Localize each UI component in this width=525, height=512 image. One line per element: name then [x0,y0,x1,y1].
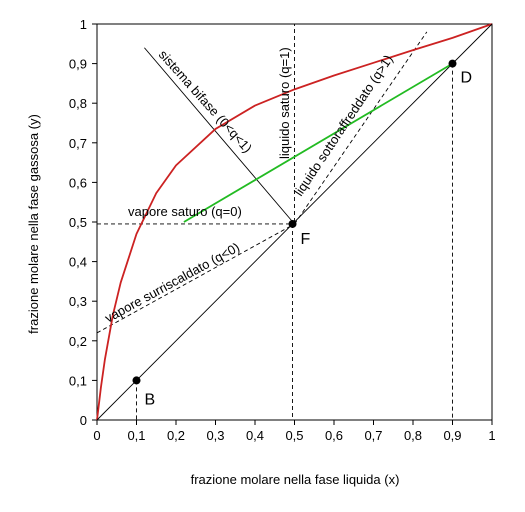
x-axis-title: frazione molare nella fase liquida (x) [191,472,400,487]
points-layer: B F D [132,59,473,408]
point-label-b: B [145,391,156,408]
y-tick-label: 0,7 [69,136,87,151]
point-label-f: F [301,231,311,248]
y-axis-title: frazione molare nella fase gassosa (y) [26,114,41,334]
annotation-vapore-surriscaldato: vapore surriscaldato (q<0) [102,240,242,326]
y-tick-label: 1 [80,17,87,32]
x-tick-label: 0,2 [167,428,185,443]
x-tick-label: 0,8 [404,428,422,443]
x-tick-label: 0,5 [285,428,303,443]
y-tick-label: 0,3 [69,294,87,309]
y-tick-label: 0,2 [69,334,87,349]
x-tick-label: 0,9 [443,428,461,443]
operating-line [183,62,453,223]
y-tick-label: 0,5 [69,215,87,230]
x-tick-label: 0,7 [364,428,382,443]
y-tick-label: 0,9 [69,57,87,72]
q-line-vapore-surriscaldato [96,223,295,334]
x-tick-label: 0,3 [206,428,224,443]
point-d [448,59,457,68]
point-b [132,376,141,385]
x-tick-label: 1 [488,428,495,443]
x-tick-label: 0 [93,428,100,443]
y-tick-label: 0,8 [69,96,87,111]
annotation-liquido-sottoraffreddato: liquido sottoraffreddato (q>1) [291,52,396,199]
equilibrium-curve [96,23,493,421]
ticks-layer: 0 0,1 0,2 0,3 0,4 0,5 0,6 0,7 0,8 0,9 1 0 0,1 0,2 0,3 0… [69,17,496,443]
x-tick-label: 0,6 [325,428,343,443]
point-label-d: D [461,70,473,87]
y-tick-label: 0,6 [69,175,87,190]
x-tick-label: 0,1 [127,428,145,443]
q-line-sistema-bifase [144,47,295,225]
y-tick-label: 0,4 [69,255,87,270]
y-tick-label: 0,1 [69,373,87,388]
y-tick-label: 0 [80,413,87,428]
point-f [288,219,297,228]
annotation-liquido-saturo: liquido saturo (q=1) [277,47,292,159]
q-line-liquido-sottoraffreddato [294,31,428,225]
x-tick-label: 0,4 [246,428,264,443]
annotation-vapore-saturo: vapore saturo (q=0) [128,204,242,219]
